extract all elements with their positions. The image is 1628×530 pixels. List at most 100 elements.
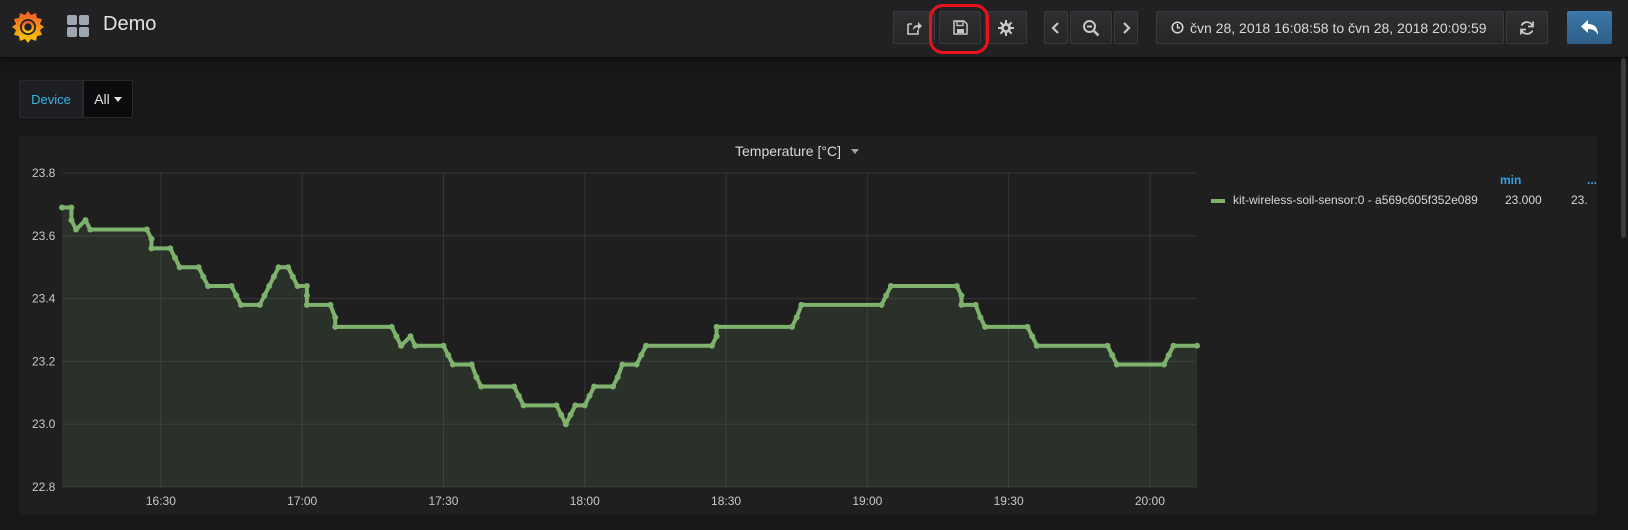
gear-icon [998,19,1014,36]
data-point [562,421,569,428]
time-forward-button[interactable] [1114,11,1138,44]
time-back-button[interactable] [1044,11,1068,44]
data-point [515,392,522,399]
data-point [228,283,235,289]
y-tick-label: 23.0 [32,417,56,431]
data-point [977,314,984,321]
time-range-picker[interactable]: čvn 28, 2018 16:08:58 to čvn 28, 2018 20… [1156,11,1504,44]
data-point [148,235,155,242]
data-point [289,273,296,280]
data-point [511,383,518,390]
data-point [1161,361,1167,368]
refresh-icon [1520,20,1534,35]
settings-button[interactable] [985,11,1027,44]
legend-series[interactable]: kit-wireless-soil-sensor:0 - a569c605f35… [1211,193,1478,207]
graph-panel [19,136,1597,515]
data-point [238,301,244,308]
data-point [789,323,795,330]
back-to-dashboard-button[interactable] [1567,11,1612,44]
data-point [633,361,640,368]
data-point [708,342,715,349]
data-point [332,314,339,321]
data-point [270,273,277,280]
data-point [887,283,894,289]
data-point [793,314,800,321]
caret-down-icon [850,148,859,154]
data-point [398,342,405,349]
data-point [388,323,395,330]
x-tick-label: 16:30 [146,494,176,508]
data-point [982,323,989,330]
variable-label-device: Device [19,80,83,118]
data-point [205,283,211,289]
data-point [1033,342,1040,349]
data-point [478,383,485,390]
data-point [82,217,89,224]
data-point [303,283,310,289]
caret-down-icon [113,96,122,102]
data-point [638,352,645,359]
data-point [407,333,414,340]
data-point [610,383,616,390]
zoom-out-button[interactable] [1070,11,1112,44]
dashboard-title[interactable]: Demo [103,13,157,35]
data-point [581,402,588,409]
x-tick-label: 18:00 [570,494,600,508]
variable-dropdown-device[interactable]: All [83,80,133,118]
chevron-right-icon [1123,21,1131,34]
data-point [393,333,400,340]
save-button-highlight-annotation [929,4,989,54]
y-tick-label: 22.8 [32,480,56,494]
share-icon [907,21,922,35]
data-point [1024,323,1031,330]
legend-series-name: kit-wireless-soil-sensor:0 - a569c605f35… [1233,193,1478,207]
data-point [1113,361,1120,368]
data-point [572,402,579,409]
data-point [558,411,565,418]
data-point [87,226,94,233]
data-point [294,283,301,289]
data-point [172,254,178,261]
save-button[interactable] [939,11,981,44]
series-area-fill [62,207,1197,487]
data-point [1104,342,1111,349]
legend-truncated-value: 23. [1571,193,1588,207]
data-point [953,283,960,289]
data-point [256,301,263,308]
clock-icon [1171,21,1184,34]
data-point [68,217,75,224]
y-tick-label: 23.4 [32,292,56,306]
data-point [200,273,207,280]
data-point [468,361,475,368]
data-point [798,301,805,308]
data-point [878,301,885,308]
data-point [73,226,80,233]
data-point [233,292,240,299]
data-point [412,342,419,349]
data-point [327,301,334,308]
x-tick-label: 20:00 [1135,494,1165,508]
top-navbar: Demo [0,0,1628,58]
grafana-logo-icon[interactable] [10,9,46,45]
refresh-button[interactable] [1506,11,1548,44]
dashboard-grid-icon[interactable] [66,14,90,38]
data-point [275,264,282,271]
data-point [195,264,202,271]
page-scrollbar[interactable] [1621,58,1626,238]
share-button[interactable] [893,11,935,44]
legend-column-truncated[interactable]: ... [1587,173,1598,187]
panel-title-menu[interactable]: Temperature [°C] [735,143,859,159]
data-point [553,402,560,409]
data-point [303,292,310,299]
data-point [567,411,574,418]
panel-title: Temperature [°C] [735,143,841,159]
x-tick-label: 18:30 [711,494,741,508]
data-point [440,342,447,349]
data-point [520,402,527,409]
time-range-label: čvn 28, 2018 16:08:58 to čvn 28, 2018 20… [1190,19,1487,36]
data-point [713,333,720,340]
data-point [143,226,150,233]
legend-column-min[interactable]: min [1500,173,1522,187]
data-point [167,245,174,252]
